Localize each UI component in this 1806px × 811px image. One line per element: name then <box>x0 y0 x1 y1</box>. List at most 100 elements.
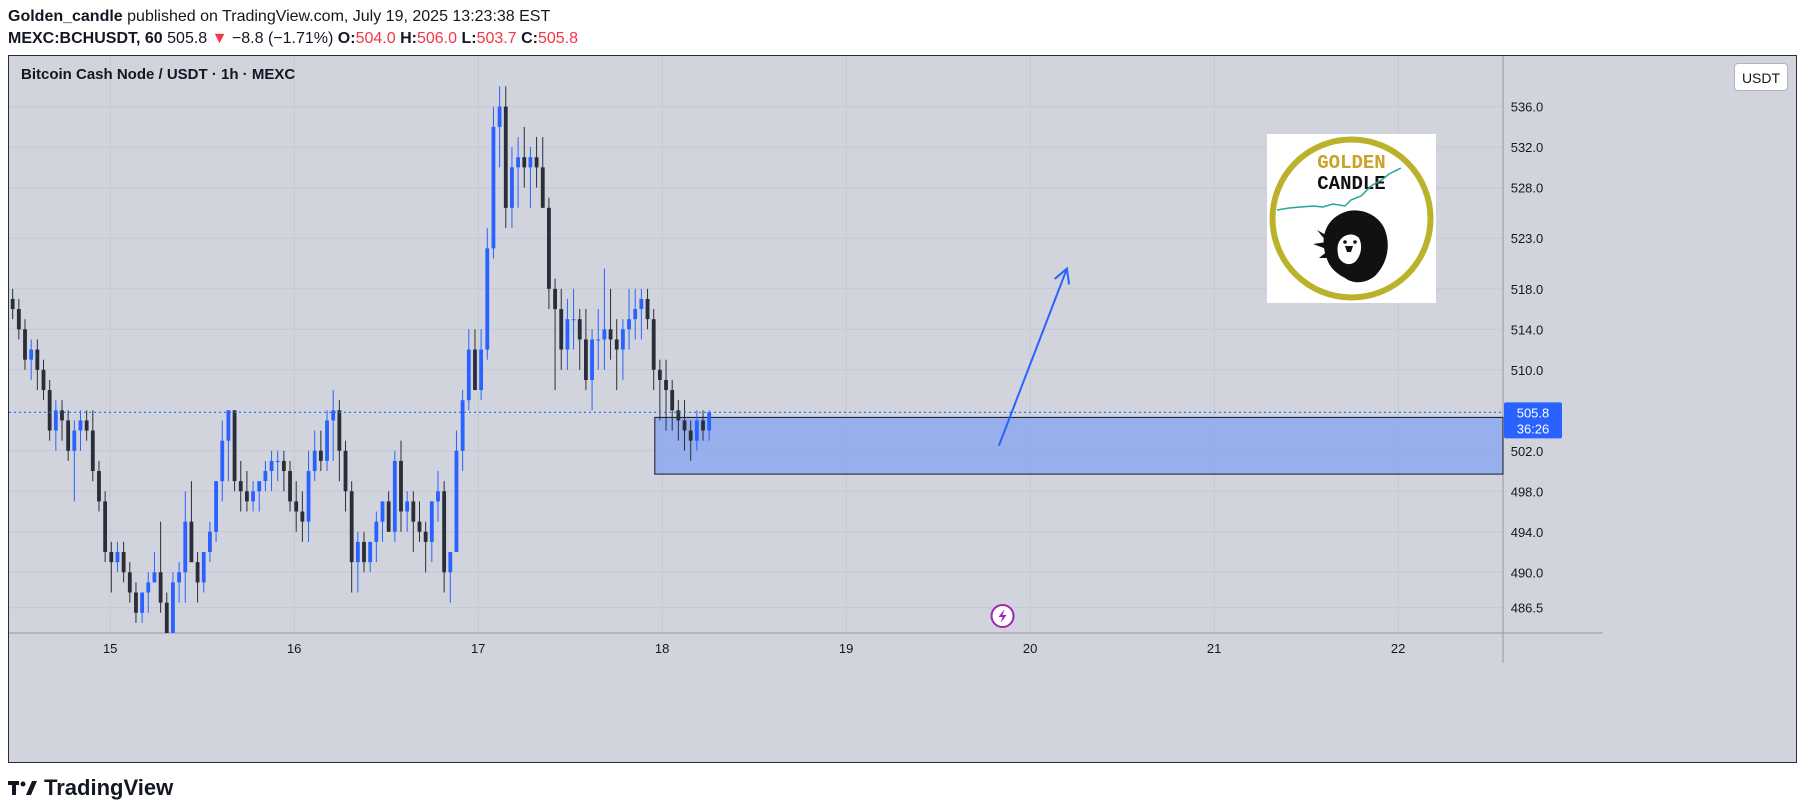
candle-body[interactable] <box>411 501 416 522</box>
candle-body[interactable] <box>620 329 625 350</box>
candle-body[interactable] <box>269 460 274 472</box>
candle-body[interactable] <box>657 369 662 380</box>
candle-body[interactable] <box>399 460 403 512</box>
candle-body[interactable] <box>60 410 64 421</box>
candle-body[interactable] <box>602 329 607 340</box>
candle-body[interactable] <box>281 460 286 472</box>
candle-body[interactable] <box>627 319 631 330</box>
candle-body[interactable] <box>72 430 77 451</box>
candle-body[interactable] <box>590 339 594 380</box>
candle-body[interactable] <box>35 349 40 370</box>
candle-body[interactable] <box>90 430 95 472</box>
candle-body[interactable] <box>189 521 194 563</box>
candle-body[interactable] <box>164 602 169 633</box>
candle-body[interactable] <box>134 592 138 613</box>
candle-body[interactable] <box>380 501 385 522</box>
candle-body[interactable] <box>633 309 638 320</box>
candle-body[interactable] <box>244 491 249 502</box>
candle-body[interactable] <box>121 552 126 573</box>
candle-body[interactable] <box>485 248 490 350</box>
candle-body[interactable] <box>392 460 397 532</box>
candle-body[interactable] <box>701 420 705 431</box>
candle-body[interactable] <box>491 126 496 249</box>
candle-body[interactable] <box>559 309 564 350</box>
candle-body[interactable] <box>694 420 699 441</box>
candle-body[interactable] <box>547 207 551 289</box>
candle-body[interactable] <box>540 167 545 208</box>
candle-body[interactable] <box>41 369 46 391</box>
candle-body[interactable] <box>349 491 354 563</box>
candle-body[interactable] <box>565 319 570 350</box>
candle-body[interactable] <box>146 582 151 593</box>
candle-body[interactable] <box>331 410 336 421</box>
candle-body[interactable] <box>300 511 305 522</box>
chart-frame[interactable]: 536.0 532.0 528.0 523.0 518.0 514.0 510.0 502.0… <box>8 55 1797 763</box>
candle-body[interactable] <box>386 501 391 532</box>
candle-body[interactable] <box>522 157 527 168</box>
candle-body[interactable] <box>436 491 440 502</box>
candle-body[interactable] <box>583 339 588 380</box>
candle-body[interactable] <box>29 349 34 360</box>
candle-body[interactable] <box>676 410 681 421</box>
candle-body[interactable] <box>312 450 317 472</box>
candle-body[interactable] <box>177 572 182 583</box>
candle-body[interactable] <box>454 450 459 553</box>
candle-body[interactable] <box>343 450 348 492</box>
candle-body[interactable] <box>528 157 533 168</box>
candle-body[interactable] <box>682 420 687 431</box>
candle-body[interactable] <box>294 501 299 512</box>
price-chart[interactable]: 536.0 532.0 528.0 523.0 518.0 514.0 510.0 502.0… <box>9 56 1796 762</box>
candle-body[interactable] <box>368 541 373 563</box>
candle-body[interactable] <box>503 106 508 208</box>
candle-body[interactable] <box>257 481 262 492</box>
candle-body[interactable] <box>78 420 83 431</box>
candle-body[interactable] <box>251 491 255 502</box>
candle-body[interactable] <box>16 309 21 330</box>
candle-body[interactable] <box>639 298 644 310</box>
candle-body[interactable] <box>337 410 342 451</box>
candle-body[interactable] <box>571 319 576 321</box>
candle-body[interactable] <box>374 521 379 542</box>
candle-body[interactable] <box>84 420 89 431</box>
candle-body[interactable] <box>103 501 108 553</box>
candle-body[interactable] <box>53 410 58 431</box>
candle-body[interactable] <box>608 329 613 340</box>
candle-body[interactable] <box>645 298 650 320</box>
candle-body[interactable] <box>288 471 292 502</box>
candle-body[interactable] <box>405 501 410 512</box>
currency-button[interactable]: USDT <box>1734 63 1788 91</box>
candle-body[interactable] <box>688 430 693 441</box>
candle-body[interactable] <box>614 339 619 350</box>
candle-body[interactable] <box>466 349 471 401</box>
candle-body[interactable] <box>97 471 101 502</box>
candle-body[interactable] <box>23 329 27 360</box>
candle-body[interactable] <box>460 400 465 451</box>
candle-body[interactable] <box>479 349 484 391</box>
candle-body[interactable] <box>109 552 114 563</box>
candle-body[interactable] <box>220 440 225 482</box>
candle-body[interactable] <box>140 592 145 613</box>
candle-body[interactable] <box>214 481 218 532</box>
candle-body[interactable] <box>707 412 712 431</box>
candle-body[interactable] <box>442 491 447 573</box>
candle-body[interactable] <box>201 552 206 583</box>
author-name[interactable]: Golden_candle <box>8 8 123 25</box>
candle-body[interactable] <box>183 521 188 573</box>
candle-body[interactable] <box>510 167 514 208</box>
candle-body[interactable] <box>553 288 557 310</box>
candle-body[interactable] <box>238 481 243 492</box>
candle-body[interactable] <box>306 471 311 522</box>
candle-body[interactable] <box>670 390 675 411</box>
candle-body[interactable] <box>10 298 15 310</box>
candle-body[interactable] <box>325 420 329 461</box>
candle-body[interactable] <box>497 106 502 127</box>
plot-area[interactable] <box>9 56 1503 633</box>
candle-body[interactable] <box>362 541 366 563</box>
candle-body[interactable] <box>275 460 280 462</box>
candle-body[interactable] <box>596 339 601 341</box>
candle-body[interactable] <box>66 420 71 451</box>
candle-body[interactable] <box>651 319 656 370</box>
candle-body[interactable] <box>534 157 539 168</box>
candle-body[interactable] <box>423 531 428 542</box>
candle-body[interactable] <box>355 541 360 563</box>
